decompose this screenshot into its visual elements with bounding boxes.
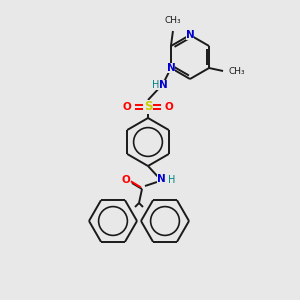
Text: O: O [123,102,131,112]
Text: O: O [165,102,173,112]
Text: N: N [159,80,167,90]
Text: H: H [168,175,176,185]
Text: S: S [144,100,152,113]
Text: N: N [157,174,165,184]
Text: CH₃: CH₃ [165,16,181,25]
Text: H: H [152,80,159,90]
Text: O: O [122,175,130,185]
Text: N: N [167,63,175,73]
Text: N: N [186,30,194,40]
Text: CH₃: CH₃ [228,67,245,76]
